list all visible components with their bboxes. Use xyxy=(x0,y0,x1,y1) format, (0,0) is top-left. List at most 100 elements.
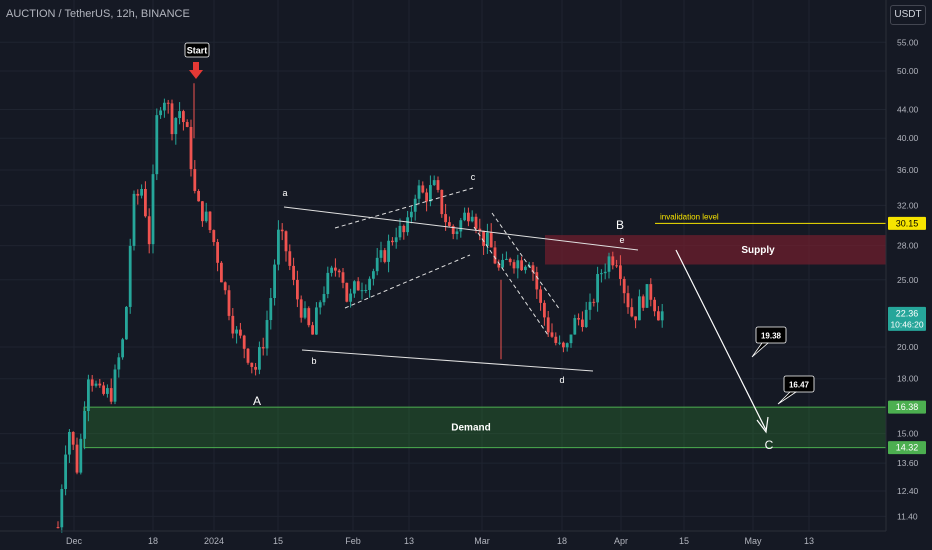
candle-body xyxy=(106,388,109,394)
y-tick-label: 50.00 xyxy=(897,66,919,76)
candle-body xyxy=(364,290,368,292)
candle-body xyxy=(155,115,159,175)
candle-body xyxy=(113,369,117,402)
candles xyxy=(56,83,664,533)
candle-body xyxy=(349,293,352,302)
candle-body xyxy=(60,489,64,528)
candle-body xyxy=(626,293,630,308)
price-tag-label: 16.38 xyxy=(896,402,919,412)
candle-body xyxy=(451,226,455,235)
candle-body xyxy=(178,111,181,119)
candle-body xyxy=(242,335,246,349)
candle-body xyxy=(71,431,75,445)
candle-body xyxy=(638,296,641,321)
start-marker: Start xyxy=(184,42,210,79)
candle-body xyxy=(478,228,482,231)
candle-body xyxy=(653,299,656,312)
candle-body xyxy=(334,267,337,271)
candle-body xyxy=(227,290,231,316)
candle-body xyxy=(75,444,79,473)
supply-label: Supply xyxy=(741,245,775,256)
y-tick-label: 15.00 xyxy=(897,429,919,439)
candle-body xyxy=(584,309,588,328)
candle-body xyxy=(607,256,611,272)
candle-body xyxy=(258,347,261,370)
projection-arrow xyxy=(675,249,769,434)
candle-body xyxy=(132,193,136,246)
price-tag xyxy=(888,441,926,455)
candle-body xyxy=(535,272,539,290)
currency-button[interactable]: USDT xyxy=(890,5,926,25)
candle-body xyxy=(239,329,242,336)
candle-body xyxy=(368,278,371,291)
candle-body xyxy=(524,266,527,271)
candle-body xyxy=(182,111,185,123)
candle-body xyxy=(315,307,318,335)
price-tag-label: 22.36 xyxy=(896,308,919,318)
candle-body xyxy=(273,264,276,299)
y-tick-label: 13.60 xyxy=(897,458,919,468)
candle-body xyxy=(486,232,489,246)
candle-body xyxy=(140,188,143,196)
candle-body xyxy=(489,232,493,248)
candle-body xyxy=(117,357,121,370)
candle-body xyxy=(444,214,447,223)
candle-body xyxy=(356,281,360,291)
candle-body xyxy=(539,289,542,303)
price-tag-label: 30.15 xyxy=(896,218,919,228)
x-tick-label: 13 xyxy=(404,536,414,546)
x-tick-label: May xyxy=(744,536,762,546)
x-tick-label: 18 xyxy=(557,536,567,546)
channel-lower xyxy=(344,254,471,309)
x-tick-label: Dec xyxy=(66,536,83,546)
sub-wave-a: a xyxy=(282,188,287,198)
candle-body xyxy=(345,282,349,302)
candle-body xyxy=(413,198,417,212)
candle-body xyxy=(159,110,162,116)
candle-body xyxy=(288,251,292,266)
candle-body xyxy=(573,318,577,335)
candle-body xyxy=(410,211,413,218)
candle-body xyxy=(121,339,124,358)
candle-body xyxy=(619,265,622,279)
candle-body xyxy=(402,225,406,233)
channel-down-lower xyxy=(473,226,549,336)
candle-body xyxy=(425,192,428,202)
candle-body xyxy=(421,185,425,193)
wave-label-B: B xyxy=(616,218,624,232)
candle-body xyxy=(94,383,98,386)
price-tag xyxy=(888,306,926,331)
candle-body xyxy=(436,180,440,190)
candle-body xyxy=(398,225,402,238)
candle-body xyxy=(660,311,664,321)
sub-wave-b: b xyxy=(311,356,316,366)
candle-body xyxy=(109,388,113,402)
x-tick-label: Apr xyxy=(614,536,628,546)
candle-body xyxy=(569,334,573,344)
drawings xyxy=(283,187,639,372)
candle-body xyxy=(326,272,330,295)
candle-body xyxy=(596,274,599,303)
wave-label-C: C xyxy=(765,438,774,452)
candle-body xyxy=(220,262,223,283)
x-tick-label: Mar xyxy=(474,536,490,546)
candle-body xyxy=(208,211,212,231)
candle-body xyxy=(147,216,151,245)
candle-body xyxy=(204,211,208,222)
candle-body xyxy=(630,307,634,317)
candle-body xyxy=(64,454,67,490)
candle-body xyxy=(277,229,280,265)
sub-wave-d: d xyxy=(559,375,564,385)
candle-body xyxy=(261,347,265,349)
candle-body xyxy=(592,301,596,303)
candle-body xyxy=(163,102,166,111)
demand-label: Demand xyxy=(451,422,490,433)
candle-body xyxy=(90,379,94,386)
candle-body xyxy=(98,383,102,386)
target-callout-2: 16.47 xyxy=(777,375,815,405)
candle-body xyxy=(250,362,254,367)
candle-body xyxy=(615,265,618,267)
candle-body xyxy=(508,258,512,263)
x-tick-label: Feb xyxy=(345,536,361,546)
